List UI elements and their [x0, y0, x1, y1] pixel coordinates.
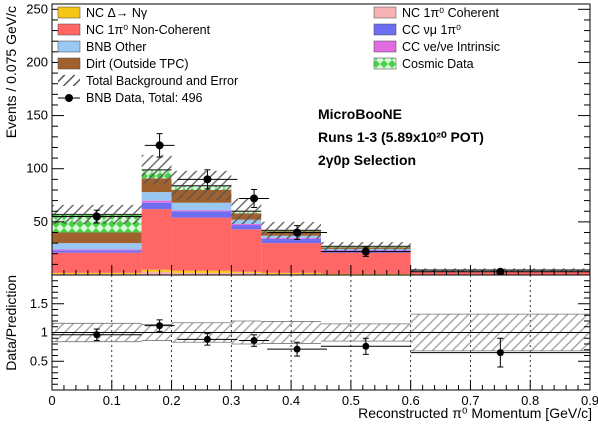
ratio-point-6	[362, 342, 370, 350]
bar-1-bin-4	[231, 272, 262, 275]
legend-label: NC 1π⁰ Coherent	[402, 6, 500, 20]
data-point-6	[361, 247, 370, 256]
legend-swatch	[373, 23, 397, 36]
bar-4-bin-5	[261, 238, 321, 244]
data-point-7	[496, 267, 505, 276]
bar-2-bin-2	[141, 269, 172, 272]
x-tick-label: 0	[48, 393, 55, 408]
bar-3-bin-4	[231, 229, 262, 272]
x-axis-title: Reconstructed π⁰ Momentum [GeV/c]	[358, 405, 592, 421]
bar-3-bin-2	[141, 209, 172, 270]
bar-2-bin-4	[231, 271, 262, 273]
data-point-5	[293, 228, 302, 237]
bar-4-bin-3	[171, 211, 232, 218]
bar-3-bin-1	[52, 252, 142, 273]
ratio-y-axis-title: Data/Prediction	[3, 275, 19, 371]
x-tick-label: 0.2	[163, 393, 181, 408]
bar-4-bin-4	[231, 225, 262, 230]
bar-3-bin-6	[321, 252, 411, 274]
ratio-point-2	[156, 322, 164, 330]
legend-swatch	[57, 57, 81, 70]
x-tick-label: 0.9	[581, 393, 598, 408]
legend-label: NC 1π⁰ Non-Coherent	[86, 23, 211, 37]
legend-swatch	[57, 6, 81, 19]
ratio-y-tick-label: 1.5	[30, 296, 48, 311]
bar-6-bin-3	[171, 202, 232, 211]
ratio-y-tick-label: 1	[41, 325, 48, 340]
bar-5-bin-4	[231, 223, 262, 226]
ratio-y-tick-label: 0.5	[30, 353, 48, 368]
bar-4-bin-1	[52, 250, 142, 253]
x-tick-label: 0.1	[103, 393, 121, 408]
bar-1-bin-1	[52, 273, 142, 275]
y-tick-label: 200	[26, 54, 48, 69]
bar-2-bin-1	[52, 272, 142, 274]
legend-data-marker	[65, 94, 73, 102]
bar-5-bin-3	[171, 210, 232, 212]
legend-swatch-hatch	[58, 75, 80, 86]
legend-swatch	[373, 57, 397, 70]
y-tick-label: 50	[34, 214, 48, 229]
legend-swatch	[373, 40, 397, 53]
bar-6-bin-2	[141, 192, 172, 201]
selection-label: 2γ0p Selection	[318, 152, 416, 168]
ratio-point-1	[93, 331, 101, 339]
y-tick-label: 250	[26, 1, 48, 16]
bar-2-bin-3	[171, 270, 232, 273]
legend-label: Total Background and Error	[86, 74, 238, 88]
bar-7-bin-1	[52, 232, 142, 244]
bar-4-bin-2	[141, 202, 172, 210]
bar-5-bin-1	[52, 249, 142, 251]
ratio-point-5	[293, 345, 301, 353]
legend-swatch	[57, 23, 81, 36]
legend: NC Δ→ Nγ NC 1π⁰ Non-Coherent BNB Other Dirt…	[57, 6, 500, 105]
experiment-label: MicroBooNE	[318, 106, 402, 122]
legend-label: NC Δ→ Nγ	[86, 6, 148, 20]
legend-swatch	[373, 6, 397, 19]
legend-swatch	[57, 40, 81, 53]
x-tick-label: 0.3	[222, 393, 240, 408]
data-point-3	[203, 175, 212, 184]
ratio-plot-panel: 0.5 1 1.5 0 0.1 0.2 0.3 0.4 0.5 0.6 0.7 0.8 0.9	[30, 274, 598, 408]
bar-1-bin-3	[171, 272, 232, 275]
legend-label: Dirt (Outside TPC)	[86, 57, 189, 71]
main-plot-panel: 50 100 150 200 250	[26, 1, 591, 276]
x-tick-label: 0.8	[521, 393, 539, 408]
legend-label: BNB Data, Total: 496	[86, 91, 203, 105]
x-tick-label: 0.5	[342, 393, 360, 408]
data-point-1	[92, 212, 101, 221]
data-point-2	[155, 141, 164, 150]
legend-label: Cosmic Data	[402, 57, 474, 71]
bar-2-bin-6	[321, 273, 411, 275]
x-tick-label: 0.7	[461, 393, 479, 408]
ratio-point-4	[250, 337, 258, 345]
bar-6-bin-1	[52, 243, 142, 250]
bar-1-bin-2	[141, 271, 172, 275]
data-point-4	[250, 194, 259, 203]
ratio-point-7	[496, 349, 504, 357]
legend-label: BNB Other	[86, 40, 146, 54]
x-tick-label: 0.6	[402, 393, 420, 408]
legend-label: CC νe/νe Intrinsic	[402, 40, 500, 54]
legend-label: CC νμ 1π⁰	[402, 23, 461, 37]
y-tick-label: 150	[26, 108, 48, 123]
bar-5-bin-2	[141, 200, 172, 203]
x-tick-label: 0.4	[282, 393, 300, 408]
y-axis-title: Events / 0.075 GeV/c	[3, 6, 19, 138]
bar-3-bin-3	[171, 217, 232, 271]
ratio-point-3	[203, 335, 211, 343]
runs-label: Runs 1-3 (5.89x10²⁰ POT)	[318, 129, 484, 145]
y-tick-label: 100	[26, 161, 48, 176]
